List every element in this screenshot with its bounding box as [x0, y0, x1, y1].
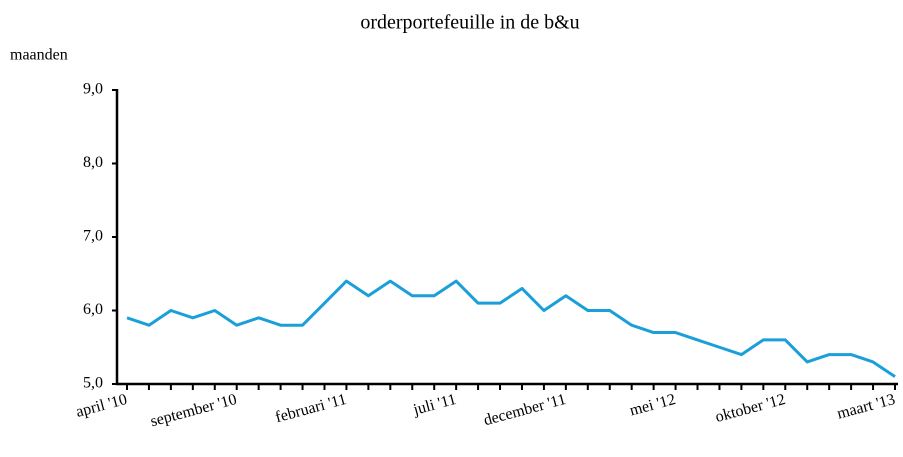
- y-tick-label: 7,0: [83, 228, 103, 245]
- line-series: [126, 279, 896, 378]
- x-tick-label: februari '11: [274, 391, 349, 426]
- y-tick-label: 5,0: [83, 375, 103, 392]
- y-tick-label: 8,0: [83, 154, 103, 171]
- chart-title: orderportefeuille in de b&u: [360, 12, 579, 34]
- y-axis-label: maanden: [10, 47, 68, 64]
- x-tick-label: oktober '12: [714, 391, 788, 426]
- x-tick-label: december '11: [482, 391, 568, 429]
- x-tick-label: mei '12: [628, 391, 678, 420]
- x-tick-label: maart '13: [835, 391, 897, 423]
- x-tick-label: juli '11: [411, 391, 459, 419]
- x-tick-label: september '10: [149, 391, 239, 430]
- y-tick-label: 9,0: [83, 81, 103, 98]
- y-tick-label: 6,0: [83, 301, 103, 318]
- x-tick-label: april '10: [74, 391, 129, 421]
